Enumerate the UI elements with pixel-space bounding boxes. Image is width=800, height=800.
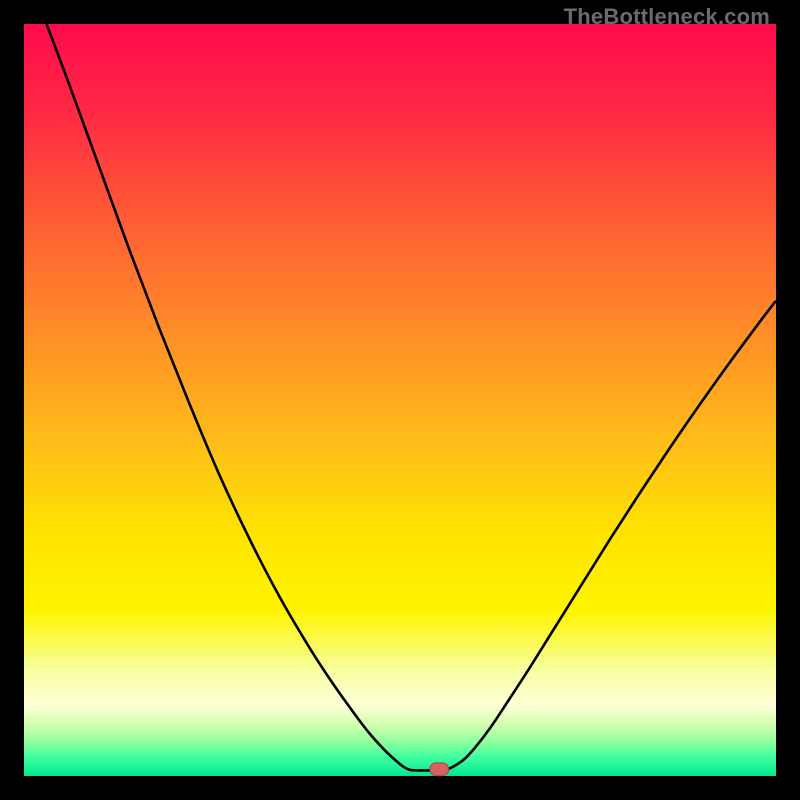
plot-area [24, 24, 776, 776]
bottleneck-curve [24, 24, 776, 776]
watermark-text: TheBottleneck.com [564, 4, 770, 30]
optimal-marker [429, 762, 449, 776]
chart-frame: TheBottleneck.com [0, 0, 800, 800]
